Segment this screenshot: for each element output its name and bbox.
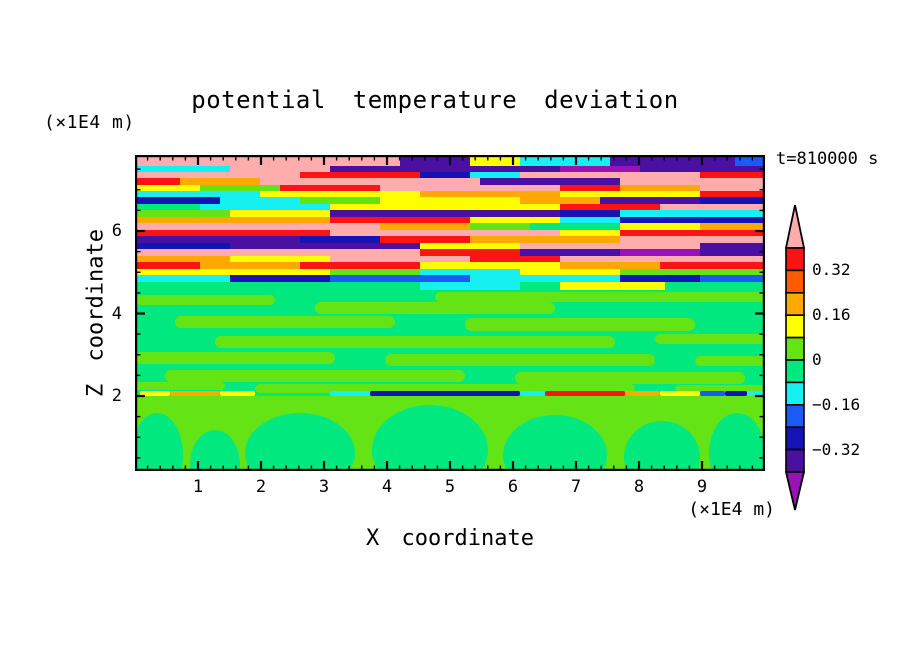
colorbar: [778, 198, 824, 518]
stripes-group: [135, 155, 765, 290]
y-axis-units-label: (×1E4 m): [44, 112, 135, 133]
critical-line-group: [140, 391, 765, 396]
colorbar-tick-label: −0.32: [812, 439, 861, 459]
x-tick-label: 7: [570, 477, 582, 497]
colorbar-tick-label: 0.16: [812, 305, 851, 325]
x-tick-label: 6: [507, 477, 519, 497]
colorbar-box: [785, 426, 805, 451]
colorbar-box: [785, 448, 805, 473]
colorbar-box: [785, 269, 805, 294]
x-axis-units-label: (×1E4 m): [688, 499, 775, 520]
colorbar-box: [785, 247, 805, 272]
colorbar-box: [785, 336, 805, 361]
colorbar-box: [785, 404, 805, 429]
colorbar-box: [785, 381, 805, 406]
contour-field: [135, 155, 765, 471]
colorbar-box: [785, 359, 805, 384]
colorbar-tick-label: 0.32: [812, 260, 851, 280]
colorbar-box: [785, 292, 805, 317]
contour-plot-area: [135, 155, 765, 471]
x-tick-label: 3: [318, 477, 330, 497]
x-tick-label: 8: [633, 477, 645, 497]
mid-streaks-group: [135, 292, 765, 393]
colorbar-arrow-down: [784, 471, 806, 511]
y-tick-label: 4: [111, 303, 122, 324]
colorbar-box: [785, 314, 805, 339]
x-tick-label: 1: [192, 477, 204, 497]
x-tick-label: 4: [381, 477, 393, 497]
x-tick-label: 9: [696, 477, 708, 497]
colorbar-tick-label: −0.16: [812, 394, 861, 414]
axis-ticks: [135, 155, 765, 471]
convective-cells-group: [135, 405, 765, 471]
field-layers: [135, 155, 765, 471]
time-annotation: t=810000 s: [776, 149, 879, 169]
y-tick-label: 6: [111, 221, 122, 241]
chart-title: potential temperature deviation: [191, 86, 679, 114]
colorbar-arrow-up: [784, 204, 806, 249]
x-tick-label: 5: [444, 477, 456, 497]
x-axis-title: X coordinate: [366, 526, 534, 551]
y-tick-label: 2: [111, 386, 122, 406]
x-tick-label: 2: [255, 477, 267, 497]
colorbar-tick-label: 0: [812, 350, 822, 369]
colorbar-svg: [784, 204, 806, 511]
